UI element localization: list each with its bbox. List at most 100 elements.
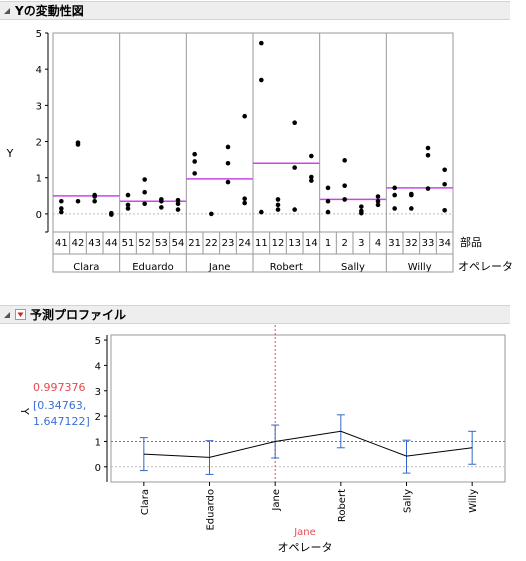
- data-point: [75, 198, 81, 204]
- data-point: [92, 194, 97, 199]
- operator-label: Willy: [408, 262, 432, 273]
- y-tick-label: 1: [95, 437, 101, 448]
- data-point: [92, 198, 97, 204]
- y-axis-label: Y: [6, 147, 14, 160]
- part-label: 2: [341, 238, 347, 249]
- disclosure-triangle-icon[interactable]: [3, 7, 11, 15]
- data-point: [192, 159, 197, 164]
- x-tick-label: Eduardo: [206, 489, 217, 531]
- operator-axis-label: オペレータ: [458, 260, 513, 273]
- y-tick-label: 2: [95, 412, 101, 423]
- y-tick-label: 5: [36, 29, 42, 40]
- part-label: 42: [72, 238, 85, 249]
- data-point: [259, 209, 264, 215]
- data-point: [392, 206, 397, 211]
- data-point: [159, 198, 164, 204]
- data-point: [275, 207, 281, 212]
- operator-label-row: [52, 253, 454, 273]
- data-point: [292, 207, 297, 212]
- data-point: [442, 207, 447, 213]
- y-tick-label: 0: [95, 463, 101, 474]
- data-point: [75, 142, 81, 147]
- data-point: [359, 210, 364, 216]
- data-point: [242, 113, 247, 119]
- data-point: [159, 205, 164, 210]
- data-point: [392, 185, 397, 191]
- data-point: [109, 212, 114, 217]
- data-point: [59, 206, 64, 211]
- y-tick-label: 4: [36, 65, 42, 76]
- profiler-x-label: オペレータ: [278, 541, 333, 554]
- part-label: 22: [205, 238, 218, 249]
- part-label: 52: [138, 238, 151, 249]
- data-point: [259, 40, 264, 46]
- profiler-y-label: Y: [18, 407, 31, 415]
- data-point: [225, 160, 231, 166]
- data-point: [342, 183, 347, 188]
- red-triangle-menu-icon[interactable]: [15, 309, 26, 320]
- y-tick-label: 3: [95, 387, 101, 398]
- part-label: 41: [55, 238, 68, 249]
- part-label: 13: [288, 238, 301, 249]
- part-label: 34: [438, 238, 451, 249]
- data-point: [125, 192, 131, 198]
- part-label: 33: [422, 238, 435, 249]
- data-point: [59, 209, 64, 215]
- plot-frame: [110, 334, 506, 483]
- variability-chart-title: Yの変動性図: [15, 4, 84, 18]
- data-point: [425, 186, 431, 191]
- data-point: [409, 206, 414, 211]
- part-label: 51: [122, 238, 135, 249]
- data-point: [442, 167, 447, 173]
- data-point: [292, 165, 297, 170]
- data-point: [142, 189, 147, 195]
- part-label: 31: [388, 238, 401, 249]
- data-point: [175, 207, 181, 212]
- data-point: [442, 181, 447, 187]
- part-label: 3: [358, 238, 364, 249]
- part-label: 14: [305, 238, 318, 249]
- operator-label: Clara: [73, 262, 99, 273]
- y-tick-label: 2: [36, 138, 42, 149]
- data-point: [125, 202, 131, 208]
- part-label: 54: [172, 238, 185, 249]
- data-point: [325, 198, 331, 204]
- data-point: [275, 202, 281, 208]
- data-point: [342, 158, 347, 163]
- y-tick-label: 3: [36, 101, 42, 112]
- part-label: 11: [255, 238, 268, 249]
- data-point: [275, 197, 281, 202]
- operator-label: Jane: [208, 262, 231, 273]
- data-point: [375, 198, 381, 204]
- data-point: [142, 201, 147, 207]
- part-label: 43: [88, 238, 101, 249]
- data-point: [292, 120, 297, 126]
- data-point: [309, 153, 314, 159]
- operator-label: Sally: [341, 262, 365, 273]
- disclosure-triangle-icon[interactable]: [3, 311, 11, 319]
- data-point: [425, 152, 431, 158]
- data-point: [325, 185, 331, 191]
- operator-label: Robert: [270, 262, 303, 273]
- data-point: [342, 197, 347, 202]
- data-point: [325, 209, 331, 215]
- interval-line-1: [0.34763,: [33, 399, 86, 412]
- prediction-line: [143, 430, 473, 458]
- x-tick-label: Robert: [337, 489, 348, 522]
- x-tick-label: Sally: [403, 489, 414, 513]
- prediction-profiler: 0.997376 Y [0.34763, 1.647122] Jane オペレー…: [18, 325, 506, 554]
- part-label: 32: [405, 238, 418, 249]
- data-point: [409, 192, 414, 198]
- operator-label: Eduardo: [132, 262, 174, 273]
- data-point: [225, 144, 231, 150]
- interval-line-2: 1.647122]: [33, 415, 90, 428]
- y-tick-label: 1: [36, 174, 42, 185]
- x-tick-label: Clara: [140, 489, 151, 515]
- part-axis-label: 部品: [460, 235, 482, 249]
- part-label: 44: [105, 238, 118, 249]
- data-point: [359, 204, 364, 209]
- part-label: 1: [325, 238, 331, 249]
- y-tick-label: 4: [95, 361, 101, 372]
- profiler-header: 予測プロファイル: [0, 305, 510, 324]
- y-tick-label: 5: [95, 336, 101, 347]
